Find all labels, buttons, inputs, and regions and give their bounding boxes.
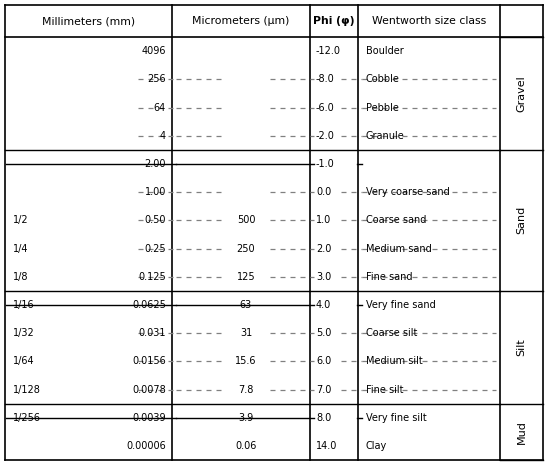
Text: 2.00: 2.00 [145, 159, 166, 169]
Text: 4.0: 4.0 [316, 300, 331, 310]
Text: Millimeters (mm): Millimeters (mm) [42, 16, 135, 26]
Text: 31: 31 [240, 328, 252, 338]
Text: 7.8: 7.8 [238, 385, 254, 394]
Text: Sand: Sand [517, 206, 527, 234]
Text: 6.0: 6.0 [316, 356, 331, 366]
Text: 8.0: 8.0 [316, 413, 331, 423]
Text: Pebble: Pebble [366, 102, 399, 113]
Text: Very fine sand: Very fine sand [366, 300, 436, 310]
Text: 1/256: 1/256 [13, 413, 41, 423]
Text: 1/4: 1/4 [13, 244, 28, 253]
Text: 1.00: 1.00 [145, 187, 166, 197]
Text: Silt: Silt [517, 339, 527, 356]
Text: 1/128: 1/128 [13, 385, 41, 394]
Text: 15.6: 15.6 [235, 356, 257, 366]
Text: -2.0: -2.0 [316, 131, 335, 141]
Text: Mud: Mud [517, 420, 527, 444]
Text: Clay: Clay [366, 441, 387, 451]
Text: 2.0: 2.0 [316, 244, 332, 253]
Text: 0.031: 0.031 [139, 328, 166, 338]
Text: Granule: Granule [366, 131, 405, 141]
Text: -8.0: -8.0 [316, 74, 335, 84]
Text: 3.0: 3.0 [316, 272, 331, 282]
Text: 0.0625: 0.0625 [132, 300, 166, 310]
Text: 1/2: 1/2 [13, 215, 28, 226]
Text: 0.0: 0.0 [316, 187, 331, 197]
Text: -6.0: -6.0 [316, 102, 335, 113]
Text: 125: 125 [237, 272, 255, 282]
Text: 7.0: 7.0 [316, 385, 332, 394]
Text: 0.0156: 0.0156 [132, 356, 166, 366]
Text: Fine sand: Fine sand [366, 272, 413, 282]
Text: Cobble: Cobble [366, 74, 400, 84]
Text: Coarse sand: Coarse sand [366, 215, 426, 226]
Text: Medium silt: Medium silt [366, 356, 423, 366]
Text: 0.25: 0.25 [144, 244, 166, 253]
Text: Fine silt: Fine silt [366, 385, 403, 394]
Text: 256: 256 [147, 74, 166, 84]
Text: 63: 63 [240, 300, 252, 310]
Text: 0.06: 0.06 [235, 441, 256, 451]
Text: Wentworth size class: Wentworth size class [372, 16, 486, 26]
Text: 0.0078: 0.0078 [132, 385, 166, 394]
Text: 64: 64 [154, 102, 166, 113]
Text: Gravel: Gravel [517, 75, 527, 112]
Text: 1/64: 1/64 [13, 356, 35, 366]
Text: 500: 500 [237, 215, 255, 226]
Text: 250: 250 [237, 244, 255, 253]
Text: 5.0: 5.0 [316, 328, 332, 338]
Text: 1/32: 1/32 [13, 328, 35, 338]
Text: 0.125: 0.125 [138, 272, 166, 282]
Text: 1/16: 1/16 [13, 300, 35, 310]
Text: -12.0: -12.0 [316, 46, 341, 56]
Text: Medium sand: Medium sand [366, 244, 432, 253]
Text: -1.0: -1.0 [316, 159, 335, 169]
Text: 3.9: 3.9 [238, 413, 254, 423]
Text: Micrometers (μm): Micrometers (μm) [192, 16, 290, 26]
Text: Phi (φ): Phi (φ) [313, 16, 355, 26]
Text: 1/8: 1/8 [13, 272, 28, 282]
Text: 14.0: 14.0 [316, 441, 338, 451]
Text: Coarse silt: Coarse silt [366, 328, 418, 338]
Text: Boulder: Boulder [366, 46, 404, 56]
Text: Very coarse sand: Very coarse sand [366, 187, 450, 197]
Text: 0.0039: 0.0039 [133, 413, 166, 423]
Text: 4: 4 [160, 131, 166, 141]
Text: 4096: 4096 [141, 46, 166, 56]
Text: 1.0: 1.0 [316, 215, 331, 226]
Text: Very fine silt: Very fine silt [366, 413, 427, 423]
Text: 0.00006: 0.00006 [126, 441, 166, 451]
Text: 0.50: 0.50 [145, 215, 166, 226]
